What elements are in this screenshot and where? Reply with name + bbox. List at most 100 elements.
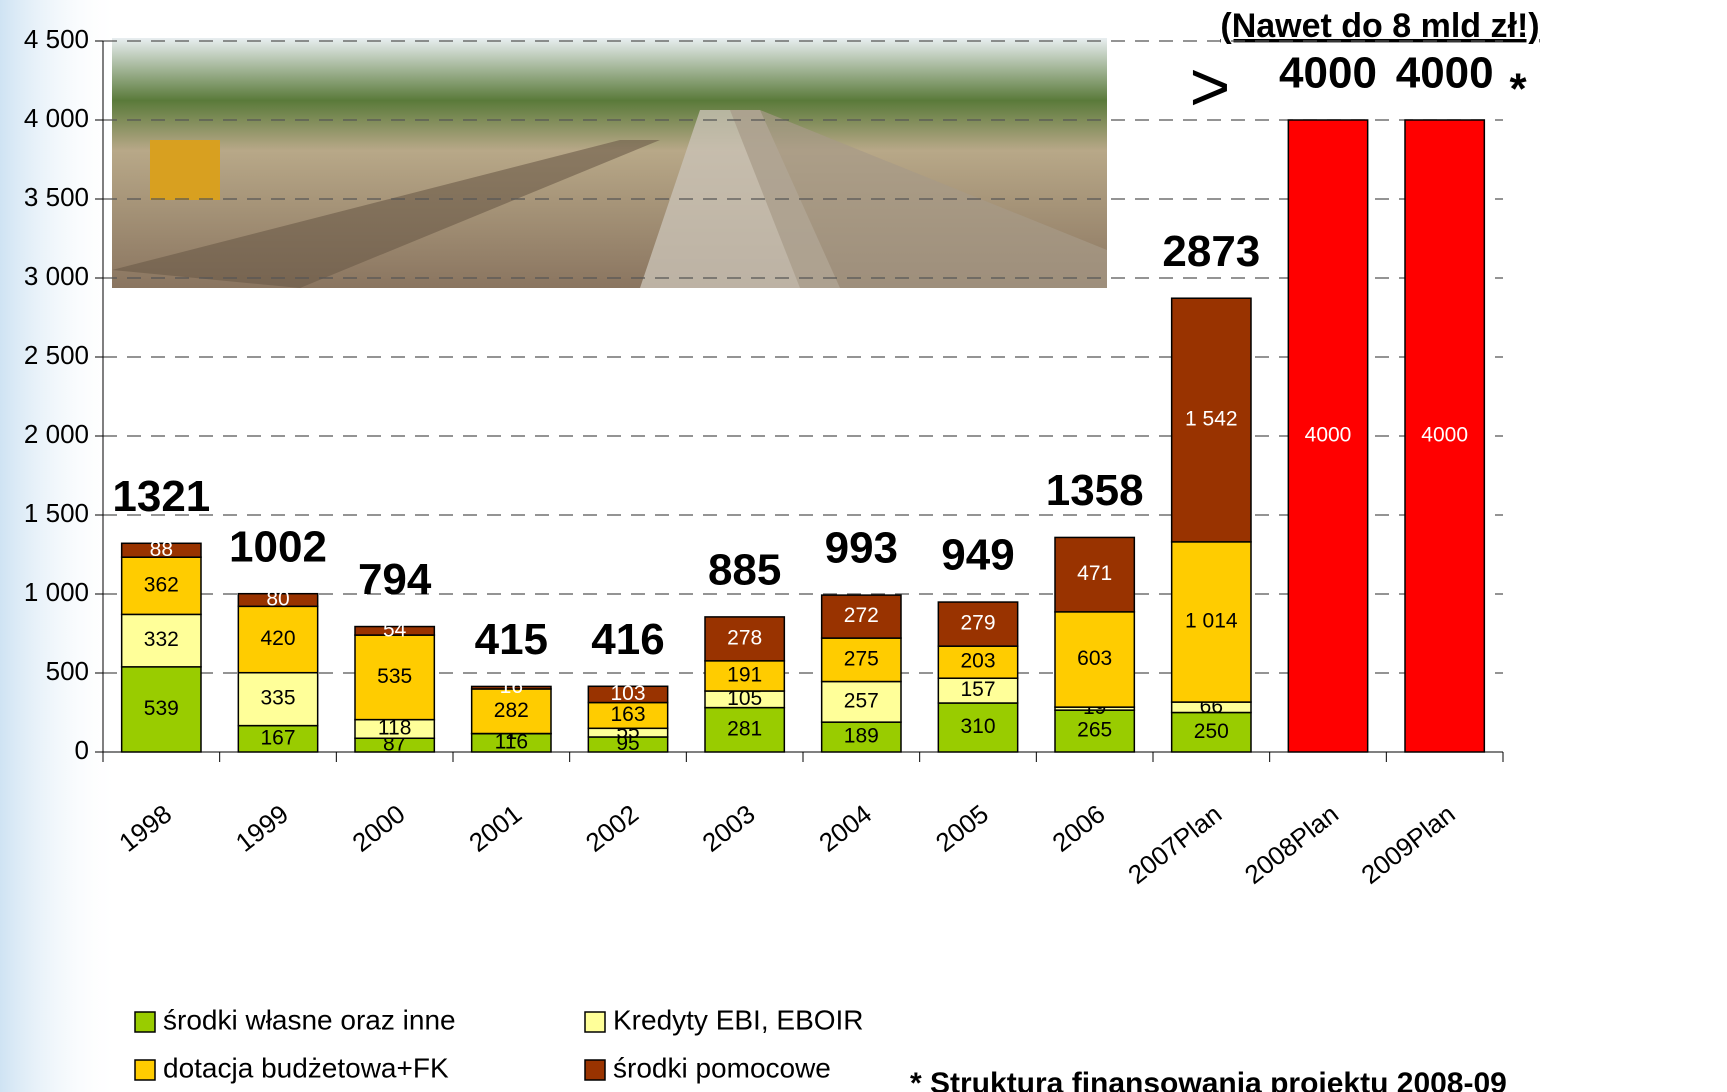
value-label: 203	[960, 650, 995, 673]
bar-segment	[937, 645, 1019, 679]
total-label: 4000	[1279, 49, 1377, 98]
annotation-gt: >	[1190, 47, 1231, 125]
total-label: 1321	[112, 472, 210, 521]
value-label: 118	[378, 716, 411, 739]
legend-label: środki własne oraz inne	[163, 1004, 456, 1035]
y-tick-label: 4 000	[24, 103, 89, 133]
x-tick-label: 2002	[580, 799, 644, 858]
value-label: 116	[495, 730, 528, 753]
legend-swatch	[584, 1011, 606, 1033]
total-label: 885	[708, 546, 781, 595]
bar-segment	[354, 625, 436, 636]
total-label: 2873	[1162, 227, 1260, 276]
legend-label: Kredyty EBI, EBOIR	[613, 1004, 864, 1035]
bar-segment	[1054, 536, 1136, 613]
legend-swatch	[584, 1059, 606, 1081]
bar-segment	[120, 613, 202, 668]
bar-segment	[354, 634, 436, 721]
y-tick-label: 2 000	[24, 419, 89, 449]
value-label: 278	[727, 626, 762, 649]
legend-swatch	[134, 1011, 156, 1033]
value-label: 275	[844, 647, 879, 670]
bar-segment	[937, 601, 1019, 647]
bar-segment	[120, 542, 202, 558]
y-tick-label: 3 000	[24, 261, 89, 291]
bar-segment	[587, 685, 669, 704]
value-label: 167	[260, 726, 295, 749]
x-tick-label: 2006	[1047, 799, 1111, 858]
bar-segment	[1054, 611, 1136, 708]
legend-swatch	[134, 1059, 156, 1081]
total-label: 415	[475, 615, 548, 664]
bar-segment	[237, 724, 319, 753]
bar-segment	[237, 671, 319, 727]
value-label: 163	[610, 703, 645, 726]
value-label: 1 542	[1185, 408, 1238, 431]
value-label: 16	[500, 675, 523, 698]
value-label: 157	[960, 678, 995, 701]
value-label: 535	[377, 665, 412, 688]
bar-segment	[704, 616, 786, 662]
y-tick-label: 2 500	[24, 340, 89, 370]
value-label: 265	[1077, 719, 1112, 742]
total-label: 1358	[1046, 466, 1144, 515]
value-label: 310	[960, 715, 995, 738]
background	[0, 0, 120, 1092]
legend-label: dotacja budżetowa+FK	[163, 1052, 449, 1083]
x-tick-label: 2008Plan	[1239, 799, 1344, 890]
total-label: 949	[941, 531, 1014, 580]
bar-segment	[820, 637, 902, 683]
value-label: 257	[844, 689, 879, 712]
x-tick-label: 2007Plan	[1122, 799, 1227, 890]
x-tick-label: 2004	[813, 799, 877, 858]
x-tick-label: 2001	[463, 799, 527, 858]
value-label: 332	[144, 628, 179, 651]
y-tick-label: 500	[46, 656, 89, 686]
footnote: * Struktura finansowania projektu 2008-0…	[910, 1067, 1507, 1092]
value-label: 362	[144, 573, 179, 596]
value-label: 191	[727, 663, 762, 686]
value-label: 103	[610, 682, 645, 705]
x-tick-label: 2005	[930, 799, 994, 858]
bar-segment	[1170, 711, 1252, 753]
x-tick-label: 2000	[347, 799, 411, 858]
bar-segment	[704, 706, 786, 753]
value-label: 471	[1077, 562, 1112, 585]
x-tick-label: 1999	[230, 799, 294, 858]
total-label: 993	[825, 524, 898, 573]
value-label: 95	[616, 732, 639, 755]
value-label: 279	[960, 612, 995, 635]
total-label: 1002	[229, 522, 327, 571]
x-tick-label: 2003	[697, 799, 761, 858]
value-label: 80	[266, 588, 289, 611]
value-label: 250	[1194, 720, 1229, 743]
x-tick-label: 2009Plan	[1356, 799, 1461, 890]
bar-segment	[1054, 709, 1136, 753]
value-label: 281	[727, 717, 762, 740]
value-label: 88	[150, 538, 173, 561]
bar-segment	[120, 666, 202, 753]
value-label: 1 014	[1185, 610, 1238, 633]
value-label: 420	[260, 627, 295, 650]
value-label: 603	[1077, 647, 1112, 670]
annotation: (Nawet do 8 mld zł!)	[1220, 7, 1539, 45]
total-label: 4000	[1396, 49, 1494, 98]
bar-segment	[1170, 297, 1252, 543]
bar-segment	[237, 592, 319, 608]
value-label: 335	[260, 687, 295, 710]
x-tick-label: 1998	[113, 799, 177, 858]
y-tick-label: 1 000	[24, 577, 89, 607]
photo	[112, 38, 1107, 288]
bar-segment	[820, 594, 902, 639]
bar-segment	[820, 680, 902, 723]
bar-segment	[820, 721, 902, 753]
y-tick-label: 4 500	[24, 24, 89, 54]
legend-label: środki pomocowe	[613, 1052, 831, 1083]
annotation-star: *	[1509, 65, 1527, 114]
y-tick-label: 1 500	[24, 498, 89, 528]
value-label: 189	[844, 725, 879, 748]
bar-segment	[1287, 119, 1369, 753]
bar-segment	[470, 685, 552, 690]
total-label: 794	[358, 555, 432, 604]
value-label: 282	[494, 699, 529, 722]
